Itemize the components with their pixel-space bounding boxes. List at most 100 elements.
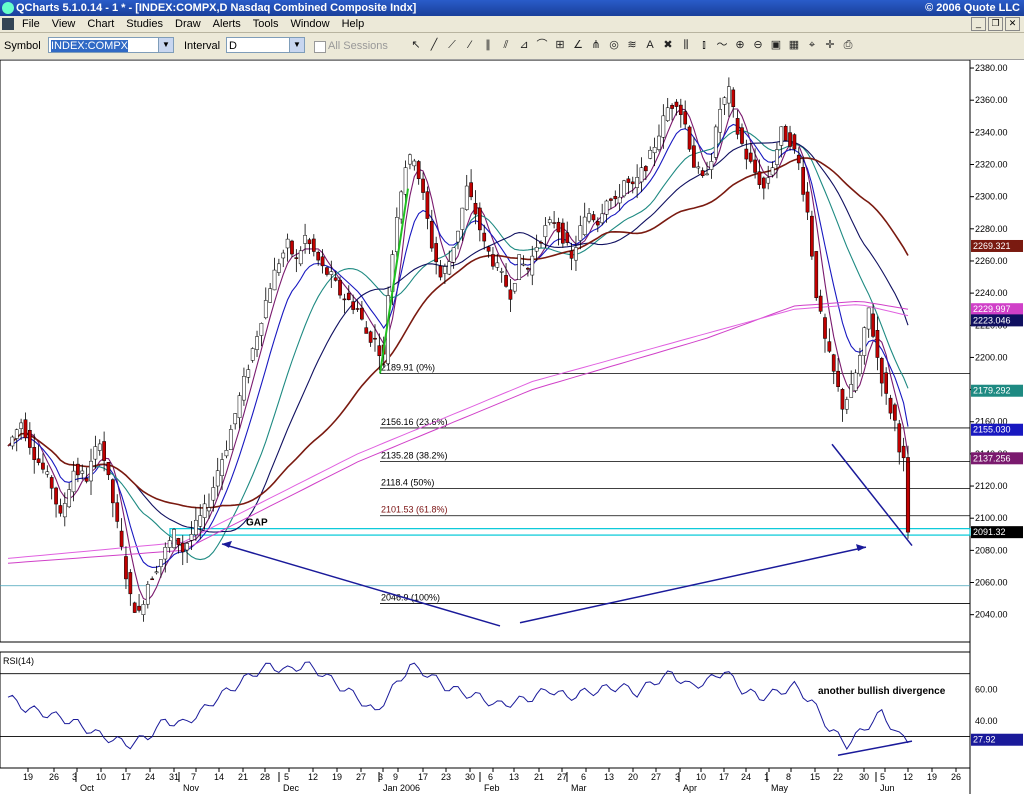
fibonacci-icon[interactable]: ⫽ (503, 39, 509, 51)
close-icon[interactable]: ✕ (1005, 17, 1020, 31)
cursor-icon[interactable]: ⌖ (808, 39, 816, 51)
axis-value-box (971, 423, 1023, 436)
candle-body (840, 389, 845, 410)
y-tick-label: 2260.00 (975, 256, 1008, 266)
interval-combo[interactable]: D ▼ (226, 37, 305, 53)
candle-body (814, 251, 819, 298)
candle-body (796, 154, 801, 164)
candle-body (761, 177, 766, 189)
zoom-in-icon[interactable]: ⊕ (735, 39, 745, 51)
autoscale-icon[interactable]: ▣ (770, 39, 782, 51)
crosshair-icon[interactable]: ✛ (825, 39, 835, 51)
price-pane (0, 60, 971, 643)
text-icon[interactable]: A (646, 39, 654, 51)
candle-body (888, 397, 893, 414)
extended-line-icon[interactable]: ⁄ (469, 39, 471, 51)
candle-body (89, 460, 93, 482)
menu-tools[interactable]: Tools (252, 18, 279, 30)
drawing-tools: ↖ ╱ ⟋ ⁄ ∥ ⫽ ⊿ ⌒ ⊞ ∠ ⋔ ◎ ≋ A ✖ ⫼ ⫾ 〜 ⊕ ⊖ ▣ ▦ ⌖ ✛ ⎙ (408, 37, 858, 55)
x-tick-label: 5 (880, 772, 885, 782)
symbol-combo[interactable]: INDEX:COMPX ▼ (48, 37, 174, 53)
line-style-icon[interactable]: 〜 (716, 39, 728, 51)
candle-style-icon[interactable]: ⫾ (702, 39, 706, 51)
candle-body (228, 429, 233, 450)
andrews-icon[interactable]: ⋔ (591, 39, 601, 51)
price-chart[interactable]: 2040.002060.002080.002100.002120.002140.… (0, 60, 1024, 794)
all-sessions-checkbox[interactable] (314, 41, 326, 53)
x-month-label: Nov (183, 783, 200, 793)
candle-body (853, 372, 858, 391)
restore-icon[interactable]: ❐ (988, 17, 1003, 31)
candle-body (801, 167, 805, 195)
regression-icon[interactable]: ≋ (627, 39, 637, 51)
axis-value-box (971, 526, 1023, 539)
fib-arc-icon[interactable]: ⌒ (536, 39, 548, 51)
axis-value-label: 2155.030 (973, 425, 1011, 435)
menu-file[interactable]: File (22, 18, 40, 30)
print-icon[interactable]: ⎙ (843, 39, 853, 51)
candle-body (875, 330, 880, 358)
candle-body (141, 604, 146, 615)
speed-line-icon[interactable]: ∠ (573, 39, 583, 51)
x-tick-label: 3 (72, 772, 77, 782)
symbol-value[interactable]: INDEX:COMPX (51, 40, 129, 52)
menu-alerts[interactable]: Alerts (212, 18, 241, 30)
cycle-icon[interactable]: ◎ (609, 39, 619, 51)
candle-body (884, 372, 889, 394)
menu-chart[interactable]: Chart (87, 18, 115, 30)
rsi-annotation: another bullish divergence (818, 686, 946, 697)
axis-value-label: 2179.292 (973, 386, 1011, 396)
candle-body (438, 265, 443, 278)
x-tick-label: 15 (810, 772, 820, 782)
candle-body (145, 584, 150, 605)
candle-body (198, 515, 203, 527)
ma-line-ma-200-exp- (7, 304, 909, 559)
candle-body (346, 292, 351, 300)
ray-icon[interactable]: ⟋ (448, 39, 456, 51)
gann-icon[interactable]: ⊞ (555, 39, 565, 51)
menu-view[interactable]: View (51, 18, 76, 30)
candle-body (547, 219, 552, 224)
candle-body (499, 271, 504, 273)
candle-body (19, 422, 23, 429)
candle-body (425, 191, 430, 219)
document-icon[interactable] (2, 18, 14, 30)
candle-body (311, 238, 316, 252)
x-tick-label: 19 (23, 772, 33, 782)
grid-icon[interactable]: ▦ (788, 39, 800, 51)
menu-help[interactable]: Help (341, 18, 365, 30)
candle-body (333, 277, 338, 281)
candle-body (434, 243, 439, 263)
menu-window[interactable]: Window (290, 18, 330, 30)
axis-value-box (971, 303, 1023, 316)
channel-icon[interactable]: ∥ (485, 39, 491, 51)
candle-body (124, 556, 128, 580)
candle-body (630, 181, 635, 185)
x-tick-label: 12 (903, 772, 913, 782)
chevron-down-icon[interactable]: ▼ (289, 38, 304, 52)
candle-body (530, 255, 535, 276)
pointer-icon[interactable]: ↖ (411, 39, 421, 51)
candle-body (163, 547, 168, 560)
candle-body (696, 166, 701, 169)
candle-body (360, 307, 364, 320)
menu-draw[interactable]: Draw (175, 18, 201, 30)
axis-value-box (971, 239, 1023, 252)
candle-body (735, 118, 740, 135)
candle-body (757, 171, 762, 185)
fib-level-label: 2118.4 (50%) (381, 478, 434, 488)
minimize-icon[interactable]: _ (971, 17, 986, 31)
delete-icon[interactable]: ✖ (663, 39, 673, 51)
qcharts-app-icon (2, 2, 14, 14)
menu-studies[interactable]: Studies (126, 18, 163, 30)
chevron-down-icon[interactable]: ▼ (158, 38, 173, 52)
line-icon[interactable]: ╱ (430, 39, 438, 51)
candle-body (80, 470, 85, 474)
interval-value[interactable]: D (229, 40, 237, 52)
candle-body (338, 279, 342, 296)
candle-body (740, 127, 744, 144)
candle-body (473, 202, 478, 215)
fib-fan-icon[interactable]: ⊿ (519, 39, 529, 51)
bar-style-icon[interactable]: ⫼ (683, 39, 689, 51)
zoom-out-icon[interactable]: ⊖ (753, 39, 763, 51)
